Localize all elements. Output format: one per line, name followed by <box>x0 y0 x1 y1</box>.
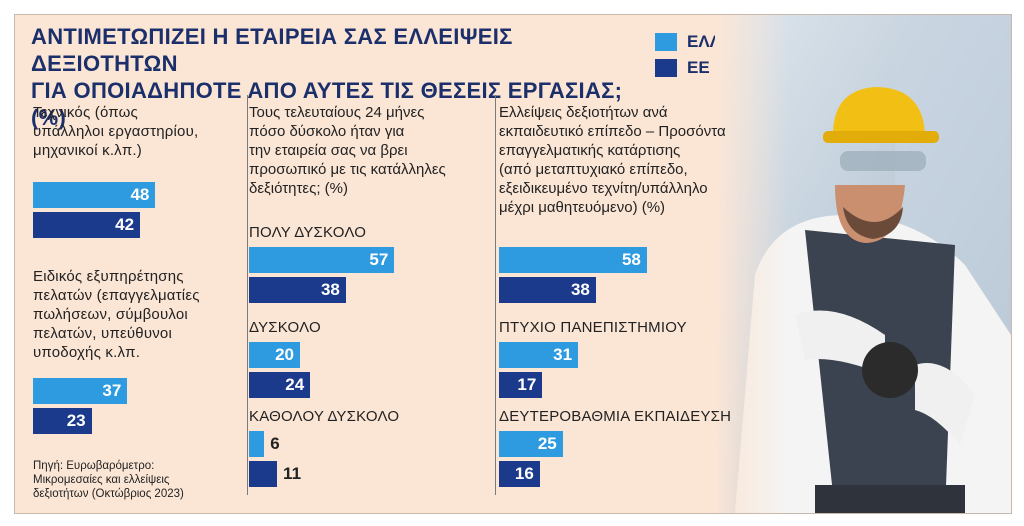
bar-value-label: 25 <box>537 434 557 453</box>
question-line: προσωπικό με τις κατάλληλες <box>249 161 446 178</box>
bar-value-label: 31 <box>553 345 573 364</box>
legend-item-eu: ΕΕ <box>655 55 758 81</box>
category-line: ΚΑΘΟΛΟΥ ΔΥΣΚΟΛΟ <box>249 408 400 425</box>
panel-1-category-label: Τεχνικός (όπως υπάλληλοι εργαστηρίου, μηχα… <box>33 103 198 160</box>
panel-2-category-label: ΔΥΣΚΟΛΟ <box>249 318 321 337</box>
bar-value-label: 23 <box>66 411 86 430</box>
column-divider-1 <box>247 95 248 495</box>
category-line: ΠΟΛΥ ΔΥΣΚΟΛΟ <box>249 224 367 241</box>
source-line-3: δεξιοτήτων (Οκτώβριος 2023) <box>33 488 184 500</box>
question-line: Ελλείψεις δεξιοτήτων ανά <box>499 104 668 121</box>
question-line: (από μεταπτυχιακό επίπεδο, <box>499 161 688 178</box>
category-line: υπάλληλοι εργαστηρίου, <box>33 123 199 140</box>
legend-label-eu: ΕΕ <box>687 58 710 77</box>
bar-value-label: 38 <box>570 280 590 299</box>
question-line: επαγγελματικής κατάρτισης <box>499 142 681 159</box>
bar-greece: 31 <box>499 342 579 368</box>
bar-greece: 20 <box>249 342 300 368</box>
bar-value-label: 42 <box>115 215 135 234</box>
bar-greece: 57 <box>249 247 395 273</box>
worker-photo <box>715 15 1011 513</box>
infographic-frame: ΑΝΤΙΜΕΤΩΠΙΖΕΙ Η ΕΤΑΙΡΕΙΑ ΣΑΣ ΕΛΛΕΙΨΕΙΣ Δ… <box>14 14 1012 514</box>
question-line: εκπαιδευτικό επίπεδο – Προσόντα <box>499 123 726 140</box>
bar-value-label: 17 <box>517 375 537 394</box>
chart-title: ΑΝΤΙΜΕΤΩΠΙΖΕΙ Η ΕΤΑΙΡΕΙΑ ΣΑΣ ΕΛΛΕΙΨΕΙΣ Δ… <box>31 23 651 131</box>
question-line: δεξιότητες; (%) <box>249 180 348 197</box>
question-line: Τους τελευταίους 24 μήνες <box>249 104 425 121</box>
bar-eu: 38 <box>249 277 346 303</box>
bar-value-label: 48 <box>130 185 150 204</box>
panel-3-category-label: ΠΤΥΧΙΟ ΠΑΝΕΠΙΣΤΗΜΙΟΥ <box>499 318 687 337</box>
bar-value-label: 11 <box>283 464 302 483</box>
question-line: πόσο δύσκολο ήταν για <box>249 123 405 140</box>
category-line: Τεχνικός (όπως <box>33 104 138 121</box>
source-line-2: Μικρομεσαίες και ελλείψεις <box>33 474 170 486</box>
question-line: εξειδικευμένο τεχνίτη/υπάλληλο <box>499 180 708 197</box>
category-line: πελατών (επαγγελματίες <box>33 287 200 304</box>
bar-value-label: 16 <box>514 464 534 483</box>
bar-eu: 17 <box>499 372 543 398</box>
column-divider-2 <box>495 95 496 495</box>
category-line: μηχανικοί κ.λπ.) <box>33 142 142 159</box>
bar-value-label: 58 <box>621 250 641 269</box>
source-note: Πηγή: Ευρωβαρόμετρο: Μικρομεσαίες και ελ… <box>33 459 184 501</box>
bar-eu: 42 <box>33 212 141 238</box>
category-line: ΠΤΥΧΙΟ ΠΑΝΕΠΙΣΤΗΜΙΟΥ <box>499 319 687 336</box>
bar-value-label: 57 <box>369 250 389 269</box>
bar-eu: 38 <box>499 277 596 303</box>
source-line-1: Πηγή: Ευρωβαρόμετρο: <box>33 460 155 472</box>
bar-value-label: 24 <box>285 375 305 394</box>
bar-greece: 25 <box>499 431 563 457</box>
category-line: ΔΕΥΤΕΡΟΒΑΘΜΙΑ ΕΚΠΑΙΔΕΥΣΗ <box>499 408 732 425</box>
bar-eu: 24 <box>249 372 311 398</box>
legend-swatch-greece <box>655 33 677 51</box>
panel-1-category-label: Ειδικός εξυπηρέτησης πελατών (επαγγελματί… <box>33 267 200 362</box>
bar-eu: 16 <box>499 461 540 487</box>
bar-value-label: 37 <box>102 381 122 400</box>
category-line: πωλήσεων, σύμβουλοι <box>33 306 188 323</box>
legend-swatch-eu <box>655 59 677 77</box>
panel-3-category-label: ΔΕΥΤΕΡΟΒΑΘΜΙΑ ΕΚΠΑΙΔΕΥΣΗ <box>499 407 731 426</box>
bar-greece: 58 <box>499 247 647 273</box>
title-line-2: ΓΙΑ ΟΠΟΙΑΔΗΠΟΤΕ ΑΠΟ ΑΥΤΕΣ ΤΙΣ ΘΕΣΕΙΣ ΕΡΓ… <box>31 78 623 130</box>
category-line: υποδοχής κ.λπ. <box>33 344 141 361</box>
bar-value-label: 6 <box>270 434 280 453</box>
bar-eu: 11 <box>249 461 301 487</box>
title-line-1: ΑΝΤΙΜΕΤΩΠΙΖΕΙ Η ΕΤΑΙΡΕΙΑ ΣΑΣ ΕΛΛΕΙΨΕΙΣ Δ… <box>31 24 513 76</box>
panel-2-question: Τους τελευταίους 24 μήνες πόσο δύσκολο ήτ… <box>249 103 446 198</box>
category-line: ΔΥΣΚΟΛΟ <box>249 319 321 336</box>
bar-greece: 6 <box>249 431 280 457</box>
bar-eu: 23 <box>33 408 92 434</box>
panel-3-question: Ελλείψεις δεξιοτήτων ανά εκπαιδευτικό επί… <box>499 103 726 217</box>
bar-value-label: 20 <box>275 345 294 364</box>
question-line: μέχρι μαθητευόμενο) (%) <box>499 199 666 216</box>
question-line: την εταιρεία σας να βρει <box>249 142 408 159</box>
panel-2-category-label: ΠΟΛΥ ΔΥΣΚΟΛΟ <box>249 223 366 242</box>
category-line: Ειδικός εξυπηρέτησης <box>33 268 184 285</box>
panel-2-category-label: ΚΑΘΟΛΟΥ ΔΥΣΚΟΛΟ <box>249 407 399 426</box>
bar-greece: 37 <box>33 378 128 404</box>
bar-value-label: 38 <box>320 280 340 299</box>
bar-greece: 48 <box>33 182 156 208</box>
category-line: πελατών, υπεύθυνοι <box>33 325 173 342</box>
